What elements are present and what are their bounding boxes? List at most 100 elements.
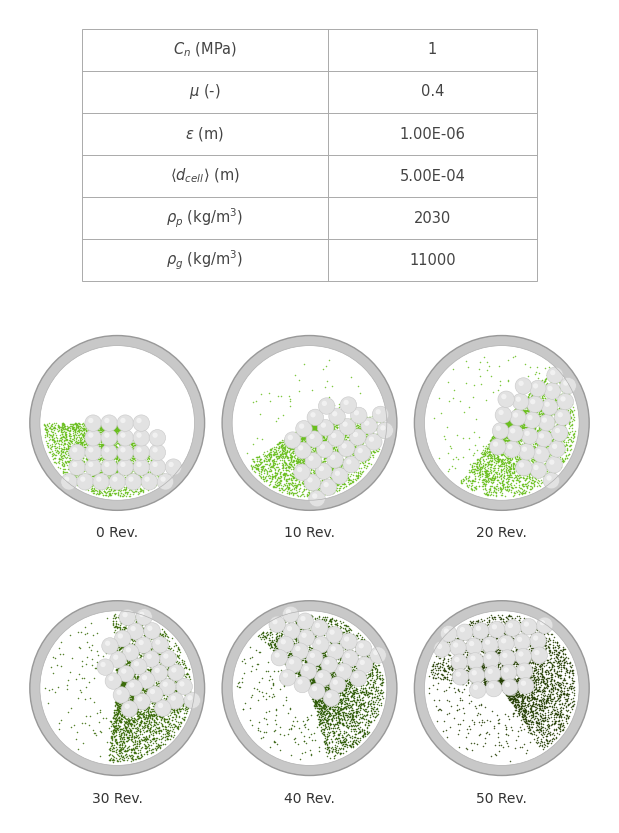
Point	[499, 416, 509, 430]
Circle shape	[542, 417, 547, 422]
Point	[541, 396, 551, 409]
Point	[116, 425, 126, 438]
Point	[146, 662, 156, 676]
Point	[77, 476, 87, 490]
Point	[131, 681, 141, 695]
Circle shape	[101, 430, 118, 446]
Point	[104, 487, 114, 501]
Point	[346, 450, 356, 463]
Point	[51, 416, 61, 430]
Point	[99, 429, 109, 442]
Point	[93, 433, 103, 446]
Point	[287, 629, 297, 642]
Point	[313, 674, 322, 687]
Point	[330, 706, 340, 720]
Point	[147, 672, 157, 686]
Point	[545, 443, 555, 456]
Point	[298, 667, 308, 681]
Point	[512, 375, 522, 388]
Point	[332, 621, 342, 635]
Point	[335, 652, 345, 666]
Point	[127, 647, 137, 661]
Point	[324, 420, 334, 433]
Point	[312, 615, 322, 628]
Point	[519, 678, 529, 691]
Point	[109, 731, 119, 744]
Point	[473, 636, 483, 649]
Point	[308, 417, 318, 431]
Point	[285, 461, 295, 474]
Point	[344, 437, 354, 451]
Point	[307, 683, 317, 696]
Point	[169, 703, 179, 716]
Point	[84, 423, 93, 436]
Point	[122, 678, 132, 691]
Point	[482, 679, 491, 692]
Point	[444, 644, 454, 657]
Circle shape	[69, 444, 85, 461]
Point	[262, 455, 272, 468]
Point	[283, 431, 293, 445]
Point	[332, 636, 342, 650]
Point	[174, 642, 184, 656]
Point	[288, 442, 298, 456]
Point	[115, 454, 124, 467]
Point	[135, 644, 145, 657]
Point	[546, 671, 556, 684]
Point	[352, 459, 362, 472]
Point	[530, 440, 540, 453]
Point	[323, 666, 333, 679]
Point	[285, 483, 295, 496]
Point	[479, 446, 489, 459]
Point	[126, 692, 136, 706]
Point	[110, 707, 119, 721]
Point	[295, 423, 305, 436]
Point	[540, 471, 550, 485]
Point	[357, 691, 367, 705]
Point	[536, 380, 546, 393]
Point	[139, 665, 149, 678]
Point	[121, 636, 131, 650]
Point	[113, 671, 123, 684]
Circle shape	[318, 673, 323, 678]
Point	[352, 670, 361, 683]
Point	[510, 418, 520, 431]
Point	[292, 634, 301, 647]
Point	[495, 677, 505, 691]
Point	[78, 444, 88, 457]
Point	[498, 416, 508, 429]
Point	[310, 671, 319, 685]
Point	[316, 696, 326, 710]
Point	[105, 464, 115, 477]
Point	[512, 458, 522, 471]
Point	[173, 679, 183, 692]
Point	[533, 714, 543, 727]
Point	[323, 423, 333, 436]
Point	[562, 708, 572, 721]
Point	[154, 726, 163, 739]
Point	[155, 684, 165, 697]
Point	[98, 438, 108, 451]
Point	[540, 677, 550, 691]
Point	[328, 694, 338, 707]
Point	[561, 676, 571, 689]
Point	[505, 409, 515, 422]
Point	[145, 475, 155, 488]
Point	[507, 671, 517, 685]
Point	[114, 681, 124, 694]
Point	[343, 651, 353, 664]
Point	[99, 439, 109, 452]
Point	[349, 706, 359, 719]
Point	[147, 711, 157, 725]
Point	[500, 418, 510, 431]
Point	[319, 695, 329, 708]
Point	[329, 466, 339, 479]
Point	[311, 631, 321, 644]
Point	[548, 651, 558, 665]
Point	[317, 685, 327, 698]
Point	[163, 656, 173, 669]
Point	[321, 637, 331, 651]
Point	[504, 683, 514, 696]
Point	[308, 419, 318, 432]
Point	[511, 692, 521, 706]
